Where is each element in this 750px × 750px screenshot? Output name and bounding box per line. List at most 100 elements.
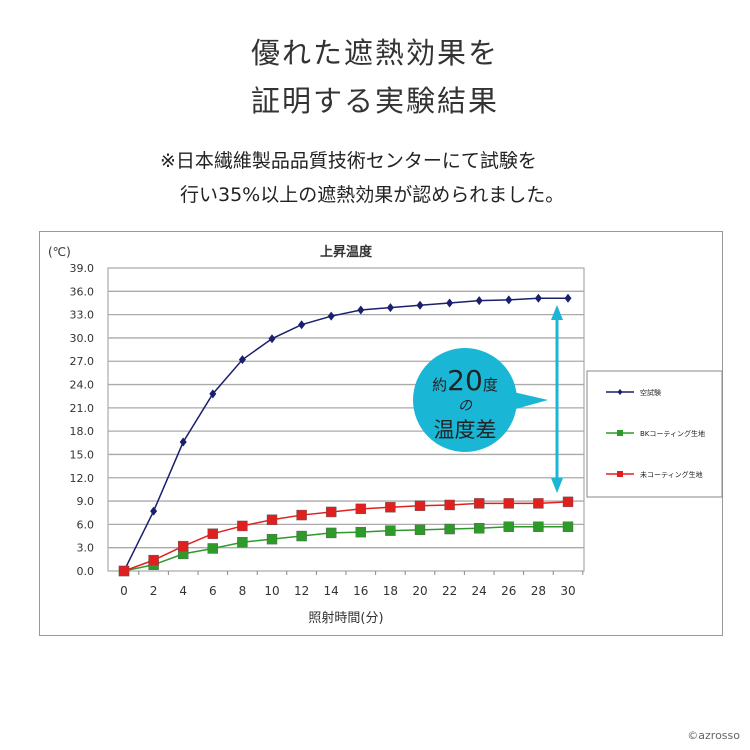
- series-line-2: [123, 501, 569, 572]
- y-tick-label: 21.0: [70, 402, 95, 415]
- data-point: [326, 527, 337, 539]
- callout-bubble: [413, 348, 517, 452]
- data-point: [414, 524, 426, 536]
- data-point: [446, 298, 454, 308]
- data-point: [355, 526, 366, 538]
- data-point: [266, 533, 278, 545]
- callout-line2: の: [458, 398, 473, 414]
- arrow-head-up: [551, 305, 563, 320]
- data-point: [385, 525, 396, 536]
- x-axis-label: 照射時間(分): [308, 610, 383, 626]
- data-point: [503, 521, 514, 532]
- x-tick-label: 2: [150, 584, 158, 598]
- data-point: [562, 521, 574, 532]
- data-point: [533, 521, 544, 532]
- data-point: [118, 565, 130, 577]
- data-point: [475, 296, 483, 306]
- data-point: [416, 300, 424, 310]
- x-tick-label: 18: [383, 584, 398, 598]
- data-point: [385, 502, 396, 513]
- x-tick-label: 28: [531, 584, 546, 598]
- x-tick-label: 10: [264, 584, 279, 598]
- x-tick-label: 6: [209, 584, 217, 598]
- legend-marker: [617, 471, 623, 477]
- data-point: [326, 506, 337, 518]
- data-point: [150, 506, 158, 516]
- y-tick-label: 9.0: [77, 495, 95, 508]
- y-tick-label: 12.0: [70, 472, 95, 485]
- y-tick-label: 24.0: [70, 379, 95, 392]
- y-tick-label: 3.0: [77, 542, 95, 555]
- x-tick-label: 0: [120, 584, 128, 598]
- y-tick-label: 6.0: [77, 518, 95, 531]
- copyright: ©azrosso: [687, 729, 740, 742]
- y-tick-label: 0.0: [77, 565, 95, 578]
- x-tick-label: 24: [472, 584, 487, 598]
- x-tick-label: 16: [353, 584, 368, 598]
- data-point: [237, 537, 248, 548]
- y-tick-label: 27.0: [70, 355, 95, 368]
- data-point: [505, 295, 513, 305]
- callout-text: 約: [432, 376, 447, 394]
- note-line2: 行い35%以上の遮熱効果が認められました。: [180, 184, 565, 206]
- series-line-1: [123, 525, 568, 572]
- callout-line1: 約20度: [432, 364, 498, 397]
- data-point: [444, 499, 455, 511]
- callout-text: 20: [447, 364, 483, 397]
- data-point: [237, 520, 248, 532]
- data-point: [534, 293, 542, 303]
- chart-title: 上昇温度: [320, 244, 373, 260]
- y-tick-label: 36.0: [70, 285, 95, 298]
- data-point: [298, 320, 306, 330]
- data-point: [386, 303, 394, 313]
- data-point: [355, 503, 366, 515]
- headline-line1: 優れた遮熱効果を: [250, 36, 499, 70]
- x-tick-label: 20: [412, 584, 427, 598]
- y-tick-label: 39.0: [70, 262, 95, 275]
- arrow-head-down: [551, 478, 563, 493]
- x-tick-label: 30: [560, 584, 575, 598]
- data-point: [474, 498, 485, 509]
- data-point: [179, 437, 187, 447]
- data-point: [564, 293, 572, 303]
- x-tick-label: 4: [179, 584, 187, 598]
- data-point: [266, 514, 278, 525]
- data-point: [533, 498, 544, 509]
- y-axis-label: (℃): [48, 245, 71, 259]
- legend-marker: [617, 389, 623, 395]
- legend-label: 空試験: [640, 388, 661, 397]
- x-tick-label: 22: [442, 584, 457, 598]
- data-point: [357, 305, 365, 315]
- y-tick-label: 30.0: [70, 332, 95, 345]
- data-point: [296, 530, 307, 542]
- data-point: [207, 543, 219, 554]
- y-tick-label: 33.0: [70, 309, 95, 322]
- headline-line2: 証明する実験結果: [250, 84, 499, 118]
- data-point: [444, 523, 455, 535]
- callout-text: 度: [483, 376, 498, 394]
- data-point: [562, 496, 574, 508]
- x-tick-label: 14: [324, 584, 339, 598]
- legend-label: BKコーティング生地: [640, 429, 705, 438]
- series-line-0: [123, 297, 568, 572]
- data-point: [268, 334, 276, 344]
- legend-marker: [617, 430, 623, 436]
- data-point: [414, 500, 426, 511]
- y-tick-label: 15.0: [70, 448, 95, 461]
- data-point: [148, 554, 159, 566]
- x-tick-label: 12: [294, 584, 309, 598]
- data-point: [238, 355, 246, 365]
- legend-label: 未コーティング生地: [640, 470, 703, 479]
- callout-line3: 温度差: [434, 418, 497, 442]
- note-line1: ※日本繊維製品品質技術センターにて試験を: [160, 150, 537, 172]
- y-tick-label: 18.0: [70, 425, 95, 438]
- x-tick-label: 26: [501, 584, 516, 598]
- x-tick-label: 8: [239, 584, 247, 598]
- data-point: [209, 389, 217, 399]
- data-point: [207, 528, 219, 539]
- data-point: [177, 540, 189, 552]
- data-point: [503, 498, 514, 509]
- data-point: [327, 311, 335, 321]
- data-point: [296, 509, 307, 521]
